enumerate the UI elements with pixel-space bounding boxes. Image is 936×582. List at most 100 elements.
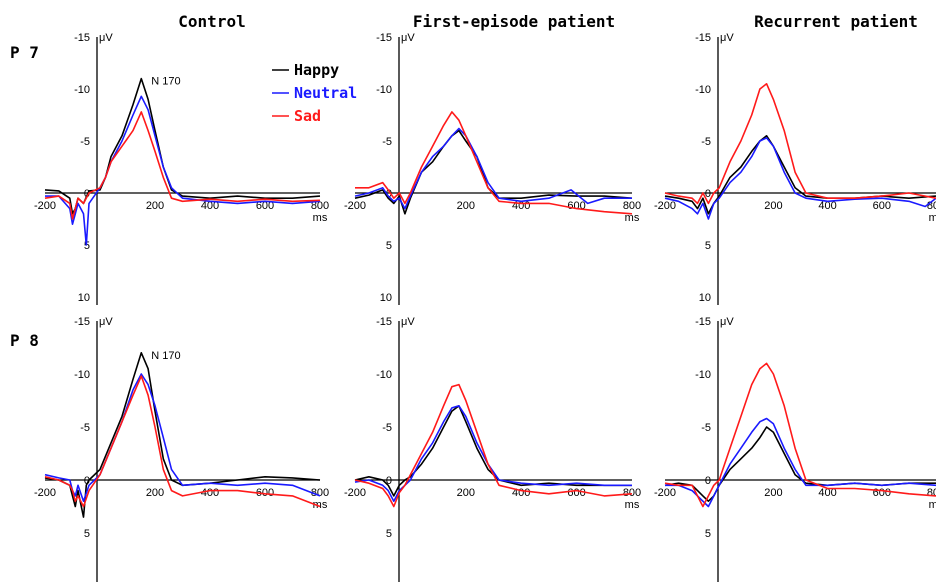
y-tick-label: -10 <box>695 369 711 381</box>
x-tick-label: 600 <box>256 200 274 212</box>
column-title-first-episode: First-episode patient <box>413 12 615 31</box>
x-unit-label: ms <box>313 499 328 511</box>
x-tick-label: 800 <box>927 200 936 212</box>
legend-label-neutral: Neutral <box>294 84 357 102</box>
y-unit-label: μV <box>720 32 734 44</box>
column-titles: Control First-episode patient Recurrent … <box>178 12 918 31</box>
x-unit-label: ms <box>929 212 936 224</box>
peak-label-n170: N 170 <box>151 76 180 88</box>
x-tick-label: -200 <box>34 487 56 499</box>
y-tick-label: 10 <box>78 292 90 304</box>
y-tick-label: 5 <box>84 528 90 540</box>
y-tick-label: -5 <box>382 422 392 434</box>
series-line-neutral <box>45 95 321 246</box>
series-line-sad <box>355 111 633 215</box>
row-label-p8: P 8 <box>10 331 39 350</box>
y-tick-label: -10 <box>695 84 711 96</box>
y-tick-label: 0 <box>705 188 711 200</box>
x-tick-label: 400 <box>201 200 219 212</box>
series-line-neutral <box>665 417 936 508</box>
x-unit-label: ms <box>929 499 936 511</box>
x-tick-label: 200 <box>146 487 164 499</box>
x-tick-label: 400 <box>818 487 836 499</box>
x-tick-label: -200 <box>344 487 366 499</box>
y-tick-label: -15 <box>695 32 711 44</box>
y-tick-label: -5 <box>382 136 392 148</box>
x-tick-label: 200 <box>457 487 475 499</box>
y-unit-label: μV <box>99 316 113 328</box>
series-line-neutral <box>44 373 321 502</box>
y-tick-label: -15 <box>695 316 711 328</box>
y-tick-label: -5 <box>80 422 90 434</box>
y-tick-label: 5 <box>386 240 392 252</box>
x-tick-label: -200 <box>654 200 676 212</box>
x-tick-label: 800 <box>311 200 329 212</box>
y-tick-label: 5 <box>705 240 711 252</box>
y-tick-label: 5 <box>386 528 392 540</box>
y-tick-label: -15 <box>376 32 392 44</box>
row-label-p7: P 7 <box>10 43 39 62</box>
y-tick-label: 0 <box>386 475 392 487</box>
y-tick-label: -10 <box>74 369 90 381</box>
y-tick-label: 5 <box>84 240 90 252</box>
series-line-neutral <box>664 137 936 220</box>
series-line-happy <box>354 129 633 215</box>
x-tick-label: 800 <box>927 487 936 499</box>
y-tick-label: -5 <box>80 136 90 148</box>
series-line-sad <box>44 111 321 220</box>
peak-label-n170: N 170 <box>151 350 180 362</box>
y-tick-label: 0 <box>84 475 90 487</box>
x-unit-label: ms <box>625 499 640 511</box>
legend-label-sad: Sad <box>294 107 321 125</box>
x-unit-label: ms <box>625 212 640 224</box>
x-tick-label: 800 <box>311 487 329 499</box>
y-tick-label: -5 <box>701 422 711 434</box>
series-line-happy <box>354 405 632 497</box>
series-line-happy <box>44 352 321 518</box>
x-tick-label: -200 <box>654 487 676 499</box>
series-line-neutral <box>354 127 632 210</box>
x-tick-label: 600 <box>567 487 585 499</box>
row-labels: P 7 P 8 <box>10 43 39 350</box>
series-line-sad <box>664 83 936 205</box>
column-title-control: Control <box>178 12 245 31</box>
x-tick-label: 400 <box>818 200 836 212</box>
x-tick-label: 600 <box>873 487 891 499</box>
x-tick-label: 200 <box>764 200 782 212</box>
series-line-sad <box>44 375 321 508</box>
x-tick-label: -200 <box>344 200 366 212</box>
x-tick-label: 800 <box>623 487 641 499</box>
series-line-sad <box>354 383 633 508</box>
y-unit-label: μV <box>401 316 415 328</box>
legend: Happy Neutral Sad <box>272 61 357 125</box>
y-tick-label: 0 <box>386 188 392 200</box>
x-tick-label: 600 <box>567 200 585 212</box>
y-tick-label: -10 <box>74 84 90 96</box>
y-unit-label: μV <box>401 32 415 44</box>
y-tick-label: -10 <box>376 369 392 381</box>
y-tick-label: 10 <box>380 292 392 304</box>
x-tick-label: 800 <box>623 200 641 212</box>
x-tick-label: -200 <box>34 200 56 212</box>
x-tick-label: 200 <box>146 200 164 212</box>
x-unit-label: ms <box>313 212 328 224</box>
y-tick-label: 0 <box>705 475 711 487</box>
y-tick-label: 5 <box>705 528 711 540</box>
y-tick-label: -15 <box>376 316 392 328</box>
x-tick-label: 200 <box>764 487 782 499</box>
y-tick-label: -10 <box>376 84 392 96</box>
y-unit-label: μV <box>99 32 113 44</box>
legend-label-happy: Happy <box>294 61 339 79</box>
y-tick-label: -15 <box>74 316 90 328</box>
x-tick-label: 600 <box>873 200 891 212</box>
column-title-recurrent: Recurrent patient <box>754 12 918 31</box>
y-tick-label: -5 <box>701 136 711 148</box>
